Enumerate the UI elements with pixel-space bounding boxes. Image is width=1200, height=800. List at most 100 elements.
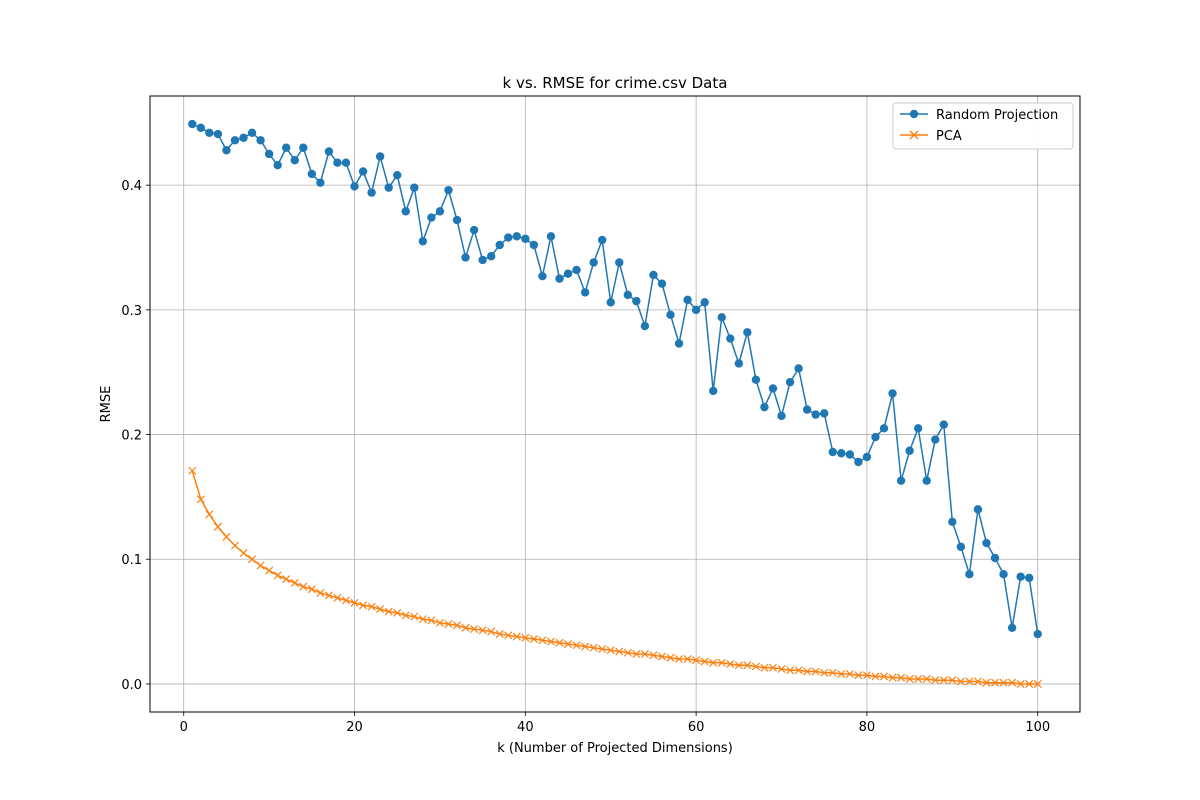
data-point-pca <box>205 510 214 519</box>
data-point-random-projection <box>401 207 410 216</box>
data-point-pca <box>495 630 504 639</box>
data-point-random-projection <box>649 270 658 280</box>
data-point-pca <box>299 582 308 591</box>
data-point-pca <box>623 648 632 657</box>
y-tick-label: 0.2 <box>121 429 142 444</box>
data-point-pca <box>572 641 581 650</box>
series-layer <box>188 119 1042 688</box>
data-point-pca <box>367 602 376 611</box>
data-point-pca <box>854 671 863 680</box>
data-point-pca <box>376 605 385 614</box>
data-point-pca <box>828 668 837 677</box>
data-point-pca <box>837 669 846 678</box>
data-point-random-projection <box>879 424 889 433</box>
y-tick-label: 0.4 <box>121 179 142 194</box>
data-point-random-projection <box>273 161 282 170</box>
data-point-pca <box>897 673 906 682</box>
data-point-random-projection <box>205 128 214 137</box>
data-point-pca <box>418 615 427 624</box>
data-point-pca <box>265 566 274 575</box>
data-point-random-projection <box>196 123 206 132</box>
data-point-random-projection <box>615 258 624 267</box>
data-point-pca <box>248 555 257 564</box>
data-point-random-projection <box>709 386 718 396</box>
data-point-random-projection <box>256 136 265 145</box>
series-random-projection <box>188 119 1042 639</box>
data-point-random-projection <box>854 457 863 467</box>
data-point-random-projection <box>726 334 735 343</box>
data-point-pca <box>675 654 684 664</box>
data-point-random-projection <box>350 182 359 191</box>
data-point-random-projection <box>367 188 376 197</box>
data-point-pca <box>820 668 829 677</box>
data-point-random-projection <box>589 258 598 267</box>
data-point-random-projection <box>896 476 906 485</box>
data-point-pca <box>273 571 282 580</box>
x-tick-label: 100 <box>1025 720 1050 735</box>
data-point-pca <box>290 578 299 587</box>
data-point-random-projection <box>529 240 539 250</box>
data-point-pca <box>598 645 607 654</box>
data-point-pca <box>1025 679 1034 688</box>
data-point-random-projection <box>239 133 248 142</box>
data-point-pca <box>879 672 889 681</box>
data-point-random-projection <box>333 158 342 167</box>
data-point-random-projection <box>674 339 684 348</box>
data-point-random-projection <box>222 146 231 155</box>
data-point-random-projection <box>1007 623 1017 633</box>
legend-label-pca: PCA <box>936 129 962 144</box>
data-point-pca <box>717 658 726 667</box>
data-point-random-projection <box>521 234 530 243</box>
data-point-random-projection <box>717 313 726 322</box>
data-point-random-projection <box>418 237 428 246</box>
data-point-random-projection <box>623 290 633 300</box>
data-point-random-projection <box>948 517 957 527</box>
legend-marker-pca <box>909 130 919 140</box>
data-point-pca <box>939 676 948 685</box>
data-point-random-projection <box>324 147 334 156</box>
grid-lines <box>150 96 1080 712</box>
data-point-pca <box>751 662 760 671</box>
data-point-pca <box>196 495 205 504</box>
data-point-pca <box>956 677 965 686</box>
data-point-random-projection <box>845 450 855 459</box>
data-point-pca <box>521 633 530 642</box>
data-point-pca <box>222 532 231 541</box>
data-point-pca <box>991 678 1000 687</box>
data-point-random-projection <box>931 435 940 444</box>
data-point-pca <box>905 674 914 683</box>
data-point-random-projection <box>828 447 837 457</box>
data-point-pca <box>862 671 871 680</box>
data-point-pca <box>555 638 564 647</box>
data-point-random-projection <box>282 143 291 152</box>
data-point-random-projection <box>785 377 795 387</box>
data-point-random-projection <box>538 271 547 281</box>
data-point-pca <box>213 522 222 531</box>
data-point-pca <box>666 653 675 662</box>
data-point-pca <box>743 661 752 670</box>
data-point-pca <box>188 466 197 475</box>
data-point-pca <box>444 620 453 629</box>
data-point-random-projection <box>888 389 897 398</box>
legend-label-random-projection: Random Projection <box>936 108 1058 123</box>
data-point-pca <box>478 626 487 635</box>
legend-box <box>892 102 1074 150</box>
data-point-random-projection <box>743 328 752 337</box>
data-point-random-projection <box>375 152 385 161</box>
data-point-random-projection <box>871 432 880 442</box>
data-point-random-projection <box>700 298 709 307</box>
data-point-pca <box>803 667 812 676</box>
data-point-random-projection <box>640 321 650 331</box>
data-point-pca <box>564 640 573 649</box>
data-point-random-projection <box>384 183 393 192</box>
data-point-pca <box>999 678 1008 687</box>
data-point-pca <box>982 678 991 687</box>
data-point-pca <box>410 612 419 621</box>
x-tick-label: 60 <box>688 720 705 735</box>
data-point-pca <box>888 673 897 682</box>
data-point-random-projection <box>230 136 240 145</box>
data-point-random-projection <box>597 235 607 245</box>
data-point-random-projection <box>444 185 453 195</box>
data-point-random-projection <box>307 169 317 179</box>
data-point-random-projection <box>990 553 1000 563</box>
